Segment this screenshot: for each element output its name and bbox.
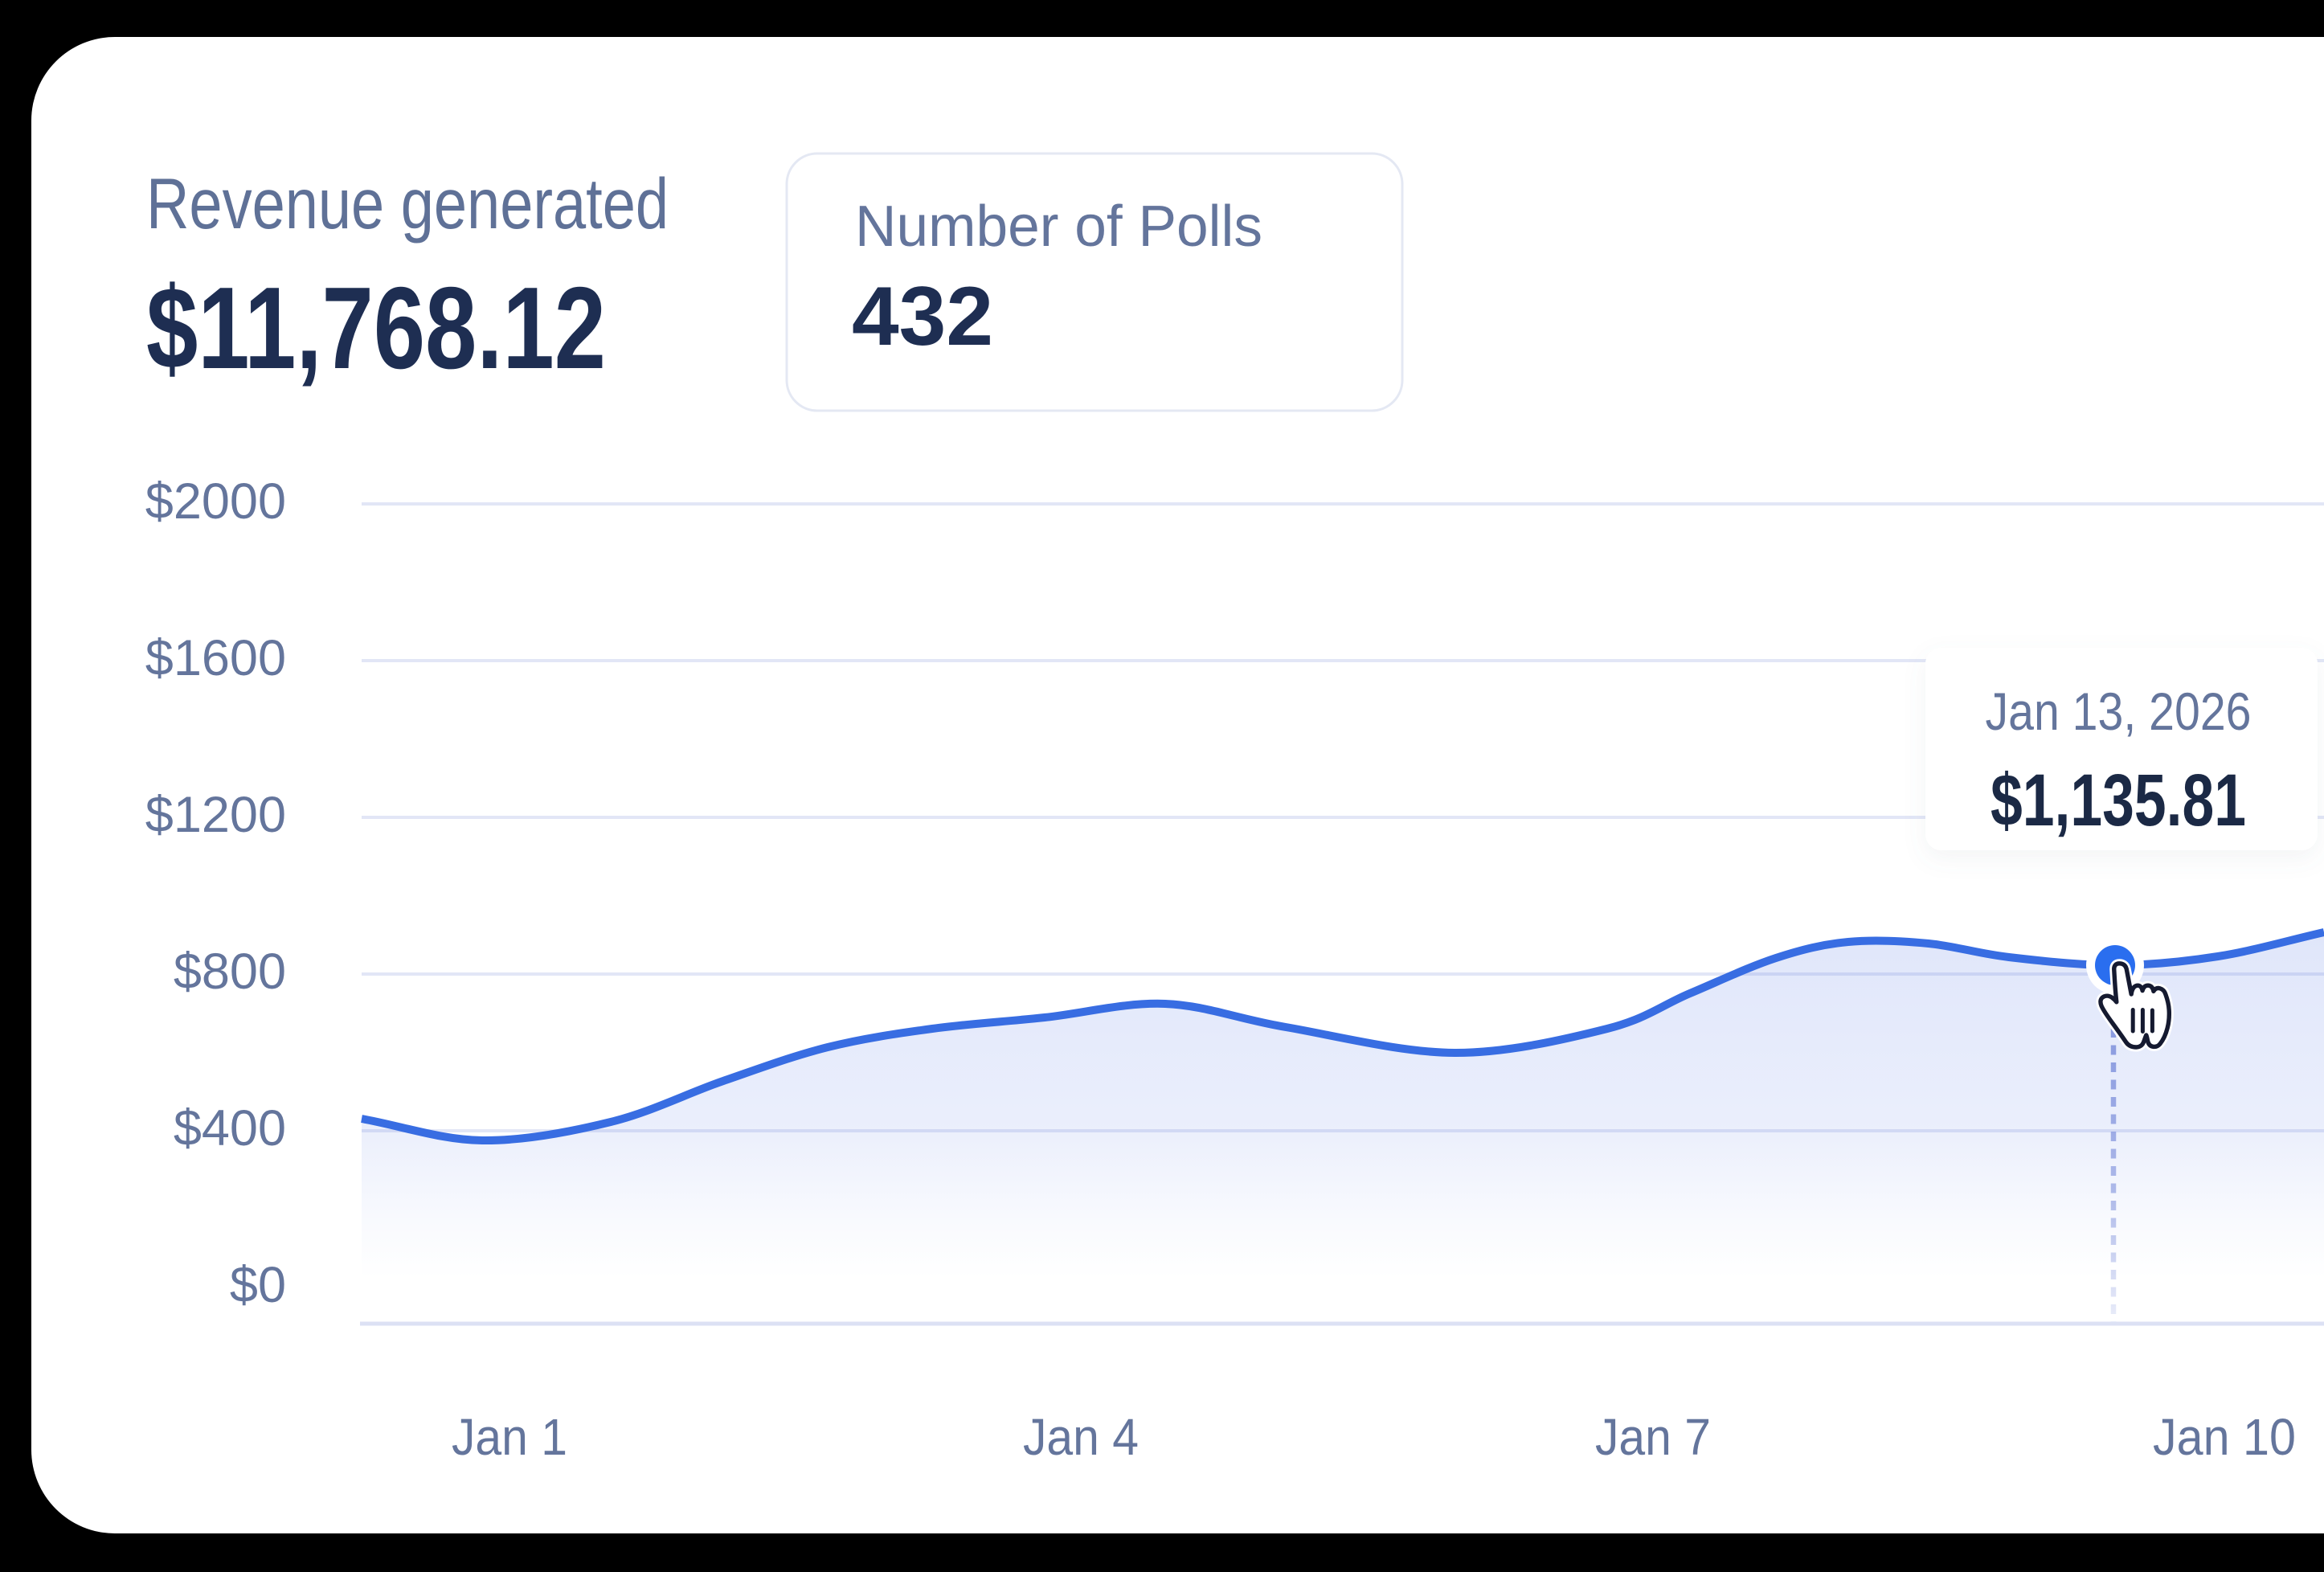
svg-text:Jan 10: Jan 10 <box>2153 1408 2296 1466</box>
svg-text:$1600: $1600 <box>145 630 286 686</box>
svg-text:$0: $0 <box>230 1257 286 1313</box>
svg-text:Number of Polls: Number of Polls <box>855 194 1262 259</box>
svg-text:$400: $400 <box>174 1100 286 1156</box>
svg-text:Jan 1: Jan 1 <box>452 1408 567 1466</box>
svg-text:Jan 13, 2026: Jan 13, 2026 <box>1986 682 2252 741</box>
svg-text:$2000: $2000 <box>145 473 286 530</box>
svg-text:Jan 4: Jan 4 <box>1023 1408 1139 1466</box>
svg-text:$11,768.12: $11,768.12 <box>146 263 606 393</box>
svg-text:Revenue generated: Revenue generated <box>146 163 669 244</box>
svg-text:Jan 7: Jan 7 <box>1595 1408 1711 1466</box>
svg-text:$1,135.81: $1,135.81 <box>1991 759 2246 841</box>
svg-text:$1200: $1200 <box>145 787 286 843</box>
svg-text:$800: $800 <box>174 944 286 1000</box>
svg-text:432: 432 <box>852 270 993 363</box>
